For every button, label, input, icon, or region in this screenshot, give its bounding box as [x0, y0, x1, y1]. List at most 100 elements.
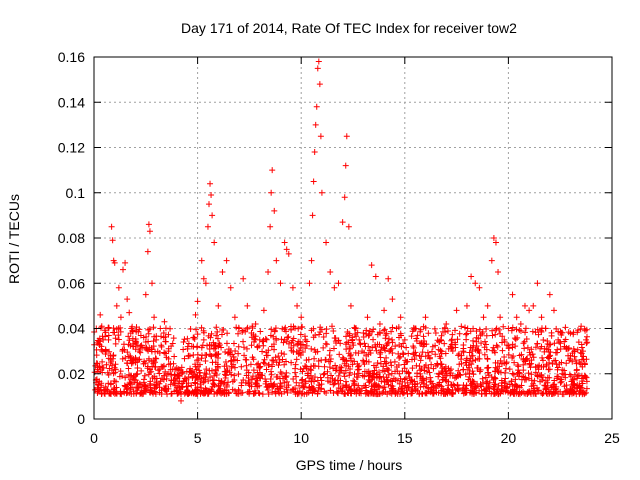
- data-point: [256, 382, 263, 389]
- data-point: [223, 340, 230, 347]
- data-point: [208, 353, 215, 360]
- data-point: [261, 360, 268, 367]
- data-point: [529, 328, 536, 335]
- data-point: [518, 382, 525, 389]
- data-point: [369, 373, 376, 380]
- data-point: [270, 383, 277, 390]
- data-point: [538, 314, 545, 321]
- data-point: [211, 345, 218, 352]
- data-point: [327, 379, 334, 386]
- data-point: [452, 341, 459, 348]
- data-point: [370, 326, 377, 333]
- data-point: [330, 381, 337, 388]
- data-point: [543, 362, 550, 369]
- data-point: [157, 325, 164, 332]
- data-point: [130, 390, 137, 397]
- data-point: [243, 345, 250, 352]
- data-point: [248, 383, 255, 390]
- data-point: [205, 201, 212, 208]
- data-point: [254, 375, 261, 382]
- data-point: [194, 298, 201, 305]
- data-point: [298, 314, 305, 321]
- chart-title: Day 171 of 2014, Rate Of TEC Index for r…: [181, 20, 517, 36]
- data-point: [365, 368, 372, 375]
- data-point: [239, 389, 246, 396]
- data-point: [308, 345, 315, 352]
- data-point: [474, 380, 481, 387]
- data-point: [345, 223, 352, 230]
- data-point: [135, 356, 142, 363]
- data-point: [167, 325, 174, 332]
- data-point: [243, 362, 250, 369]
- data-point: [149, 280, 156, 287]
- data-point: [200, 336, 207, 343]
- data-point: [422, 353, 429, 360]
- data-point: [299, 341, 306, 348]
- data-point: [240, 338, 247, 345]
- data-point: [254, 344, 261, 351]
- data-point: [204, 223, 211, 230]
- data-point: [277, 369, 284, 376]
- data-point: [376, 329, 383, 336]
- data-point: [229, 378, 236, 385]
- data-point: [385, 366, 392, 373]
- data-point: [501, 336, 508, 343]
- data-point: [141, 358, 148, 365]
- data-point: [340, 356, 347, 363]
- data-point: [483, 390, 490, 397]
- data-point: [277, 385, 284, 392]
- data-point: [435, 370, 442, 377]
- data-point: [497, 330, 504, 337]
- data-point: [384, 341, 391, 348]
- data-point: [555, 373, 562, 380]
- data-point: [211, 239, 218, 246]
- data-point: [351, 358, 358, 365]
- data-point: [242, 379, 249, 386]
- data-point: [492, 239, 499, 246]
- data-point: [471, 390, 478, 397]
- data-point: [387, 346, 394, 353]
- data-point: [270, 357, 277, 364]
- data-point: [502, 365, 509, 372]
- data-point: [483, 332, 490, 339]
- data-point: [422, 314, 429, 321]
- data-point: [323, 341, 330, 348]
- x-tick-label: 0: [90, 430, 98, 446]
- data-point: [385, 275, 392, 282]
- data-point: [385, 335, 392, 342]
- data-point: [151, 333, 158, 340]
- data-point: [469, 378, 476, 385]
- data-point: [133, 324, 140, 331]
- data-point: [281, 336, 288, 343]
- data-point: [128, 381, 135, 388]
- data-point: [249, 373, 256, 380]
- data-point: [426, 355, 433, 362]
- data-point: [235, 350, 242, 357]
- data-point: [140, 360, 147, 367]
- data-point: [342, 378, 349, 385]
- data-point: [320, 344, 327, 351]
- data-point: [559, 370, 566, 377]
- data-point: [283, 358, 290, 365]
- data-point: [97, 311, 104, 318]
- data-point: [380, 385, 387, 392]
- data-point: [413, 362, 420, 369]
- data-point: [299, 323, 306, 330]
- data-point: [422, 324, 429, 331]
- data-point: [370, 336, 377, 343]
- data-point: [174, 390, 181, 397]
- data-point: [448, 366, 455, 373]
- data-point: [292, 361, 299, 368]
- data-point: [351, 380, 358, 387]
- data-point: [544, 382, 551, 389]
- data-point: [388, 345, 395, 352]
- data-point: [508, 378, 515, 385]
- data-point: [271, 346, 278, 353]
- data-point: [356, 362, 363, 369]
- data-point: [256, 363, 263, 370]
- data-point: [571, 348, 578, 355]
- data-point: [126, 337, 133, 344]
- data-point: [175, 372, 182, 379]
- data-point: [99, 358, 106, 365]
- data-point: [462, 371, 469, 378]
